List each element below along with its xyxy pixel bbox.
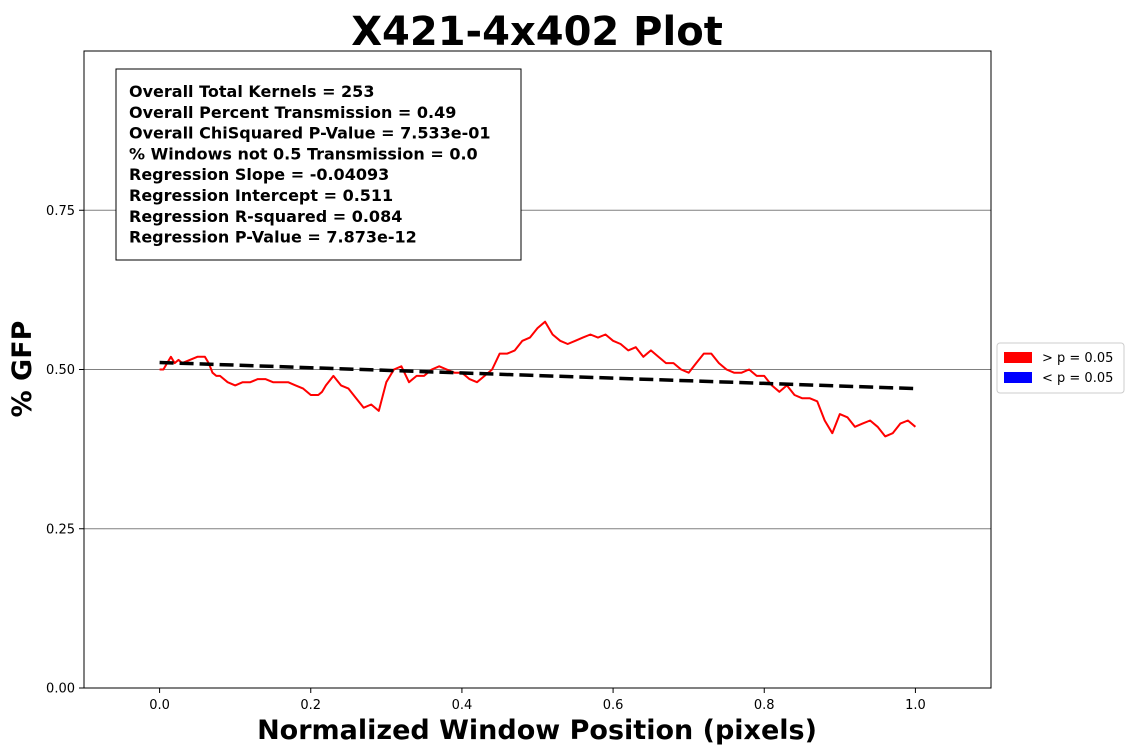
x-tick-label-1: 0.2 [300, 698, 321, 713]
legend: > p = 0.05 < p = 0.05 [996, 342, 1125, 394]
x-axis-label: Normalized Window Position (pixels) [257, 715, 817, 746]
legend-label-1: < p = 0.05 [1042, 371, 1113, 386]
y-tick-label-0: 0.00 [46, 682, 75, 697]
chart-title: X421-4x402 Plot [351, 9, 723, 55]
x-tick-label-5: 1.0 [905, 698, 926, 713]
x-axis-ticks: 0.0 0.2 0.4 0.6 0.8 1.0 [149, 688, 926, 713]
legend-swatch-1 [1004, 372, 1032, 383]
stats-line-1: Overall Percent Transmission = 0.49 [129, 103, 456, 122]
y-tick-label-1: 0.25 [46, 522, 75, 537]
y-tick-label-2: 0.50 [46, 363, 75, 378]
stats-line-7: Regression P-Value = 7.873e-12 [129, 228, 417, 247]
x-tick-label-0: 0.0 [149, 698, 170, 713]
stats-line-0: Overall Total Kernels = 253 [129, 82, 374, 101]
x-tick-label-2: 0.4 [452, 698, 473, 713]
legend-swatch-0 [1004, 352, 1032, 363]
x-tick-label-4: 0.8 [754, 698, 775, 713]
y-tick-label-3: 0.75 [46, 204, 75, 219]
series-line-0 [159, 320, 917, 438]
stats-line-3: % Windows not 0.5 Transmission = 0.0 [129, 144, 478, 163]
y-axis-ticks: 0.00 0.25 0.50 0.75 [46, 204, 84, 697]
stats-box: Overall Total Kernels = 253 Overall Perce… [115, 68, 522, 261]
stats-line-6: Regression R-squared = 0.084 [129, 207, 402, 226]
y-axis-label: % GFP [7, 321, 38, 418]
stats-line-2: Overall ChiSquared P-Value = 7.533e-01 [129, 124, 491, 143]
legend-label-0: > p = 0.05 [1042, 351, 1113, 366]
stats-line-5: Regression Intercept = 0.511 [129, 186, 393, 205]
stats-box-frame [115, 68, 522, 261]
series-layer [159, 320, 917, 438]
regression-line [159, 360, 916, 391]
x-tick-label-3: 0.6 [603, 698, 624, 713]
stats-line-4: Regression Slope = -0.04093 [129, 165, 389, 184]
